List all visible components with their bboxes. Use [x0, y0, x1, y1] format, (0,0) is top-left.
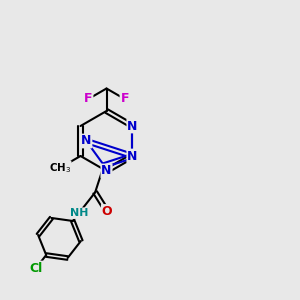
Text: F: F: [120, 92, 129, 106]
Text: O: O: [102, 205, 112, 218]
Text: Cl: Cl: [29, 262, 43, 275]
Text: N: N: [127, 119, 138, 133]
Text: N: N: [81, 134, 92, 148]
Text: N: N: [101, 164, 112, 178]
Text: NH: NH: [70, 208, 88, 218]
Text: N: N: [127, 149, 138, 163]
Text: F: F: [84, 92, 93, 106]
Text: CH$_3$: CH$_3$: [49, 161, 71, 175]
